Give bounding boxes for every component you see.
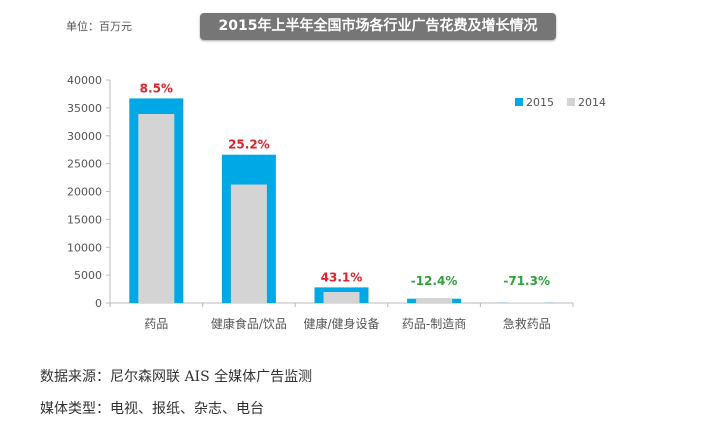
x-tick-label: 药品 xyxy=(144,317,168,331)
growth-label: 43.1% xyxy=(321,270,363,284)
growth-label: -71.3% xyxy=(503,274,550,288)
x-tick-label: 急救药品 xyxy=(503,316,551,331)
x-tick-label: 健康食品/饮品 xyxy=(211,316,287,331)
growth-label: 8.5% xyxy=(140,81,173,95)
legend-swatch xyxy=(515,98,523,106)
y-tick-label: 0 xyxy=(95,297,102,310)
footer-source: 数据来源：尼尔森网联 AIS 全媒体广告监测 xyxy=(40,369,313,385)
bar-2014 xyxy=(323,292,360,303)
y-tick-label: 30000 xyxy=(67,130,102,143)
bar-2014 xyxy=(230,184,267,303)
y-tick-label: 40000 xyxy=(67,74,102,87)
legend-label: 2015 xyxy=(526,96,554,109)
y-tick-label: 25000 xyxy=(67,158,102,171)
y-tick-label: 5000 xyxy=(74,269,102,282)
y-tick-label: 20000 xyxy=(67,186,102,199)
bar-2014 xyxy=(508,302,545,303)
y-tick-label: 15000 xyxy=(67,213,102,226)
growth-label: 25.2% xyxy=(228,138,270,152)
y-tick-label: 35000 xyxy=(67,102,102,115)
legend-swatch xyxy=(567,98,575,106)
y-tick-label: 10000 xyxy=(67,241,102,254)
x-tick-label: 药品-制造商 xyxy=(402,316,466,331)
bar-2014 xyxy=(138,114,175,303)
bar-2014 xyxy=(416,298,453,303)
bar-chart: 0 5000 10000 15000 20000 25000 30000 35000 40000… xyxy=(67,74,606,331)
chart-title: 2015年上半年全国市场各行业广告花费及增长情况 xyxy=(200,13,556,40)
legend-label: 2014 xyxy=(578,96,606,109)
unit-label: 单位：百万元 xyxy=(66,20,132,33)
growth-label: -12.4% xyxy=(411,274,458,288)
footer-media: 媒体类型：电视、报纸、杂志、电台 xyxy=(40,401,264,417)
x-tick-label: 健康/健身设备 xyxy=(303,316,379,331)
